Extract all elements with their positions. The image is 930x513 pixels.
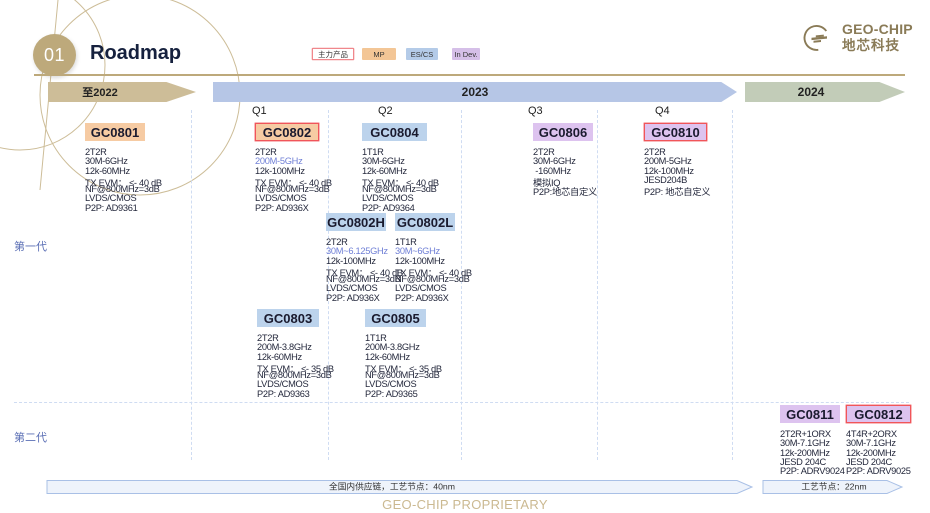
svg-text:全国内供应链，工艺节点：40nm: 全国内供应链，工艺节点：40nm <box>329 481 455 492</box>
svg-text:工艺节点：22nm: 工艺节点：22nm <box>801 482 866 492</box>
